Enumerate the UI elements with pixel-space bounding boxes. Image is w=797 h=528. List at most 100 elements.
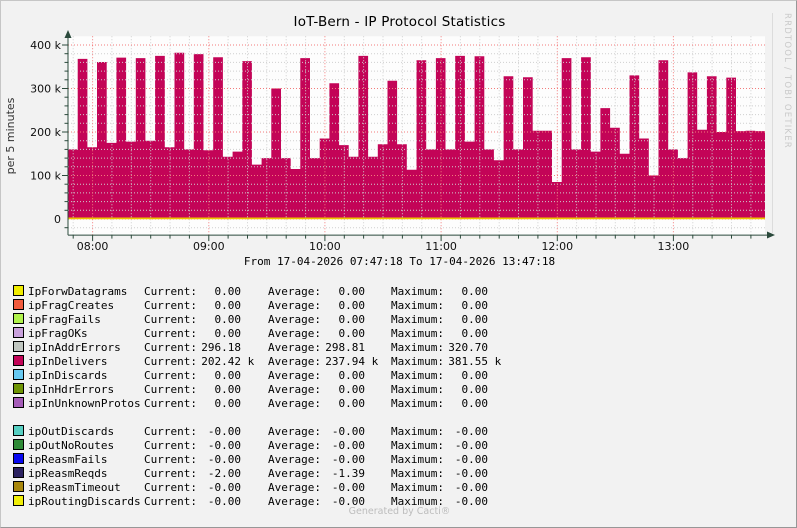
legend-stat-key: Maximum:	[390, 313, 444, 326]
legend-stat-key: Average:	[267, 285, 321, 298]
legend-stat-value: 0.00	[338, 383, 365, 396]
legend-group-gap	[13, 411, 488, 425]
legend-stat-value: 0.00	[461, 397, 488, 410]
legend-stat-value: 0.00	[461, 369, 488, 382]
legend-stat-value: -0.00	[331, 495, 365, 508]
legend-stat-value: 0.00	[338, 313, 365, 326]
legend-stat-value: 0.00	[338, 285, 365, 298]
legend-series-label: ipReasmReqds	[28, 467, 108, 480]
legend-stat-key: Maximum:	[390, 285, 444, 298]
legend-series-label: ipReasmTimeout	[28, 481, 121, 494]
legend-swatch	[13, 453, 24, 464]
legend-stat-value: 202.42 k	[201, 355, 255, 368]
x-axis-arrow	[767, 231, 775, 239]
legend-swatch	[13, 299, 24, 310]
legend-stat-value: -0.00	[331, 439, 365, 452]
legend-stat-value: -0.00	[207, 453, 241, 466]
chart-title: IoT-Bern - IP Protocol Statistics	[293, 14, 506, 30]
chart-right-edge-divider	[772, 13, 773, 233]
legend-swatch	[13, 285, 24, 296]
x-tick-label: 10:00	[309, 240, 341, 253]
legend-series-label: ipFragFails	[28, 313, 101, 326]
legend-stat-key: Current:	[144, 383, 197, 396]
legend-series-label: ipRoutingDiscards	[28, 495, 141, 508]
legend-swatch	[13, 425, 24, 436]
legend-stat-value: 0.00	[338, 327, 365, 340]
legend-stat-value: -0.00	[331, 453, 365, 466]
legend-series-label: ipReasmFails	[28, 453, 108, 466]
legend-stat-value: -0.00	[207, 481, 241, 494]
legend-stat-value: 0.00	[461, 285, 488, 298]
x-tick-label: 12:00	[541, 240, 573, 253]
legend-stat-key: Average:	[267, 341, 321, 354]
legend-stat-value: 0.00	[214, 313, 241, 326]
legend-stat-key: Average:	[267, 481, 321, 494]
legend-stat-value: 0.00	[461, 383, 488, 396]
legend-stat-key: Maximum:	[390, 327, 444, 340]
legend-stat-key: Current:	[144, 299, 197, 312]
legend-swatch	[13, 439, 24, 450]
legend-row: ipInUnknownProtos Current: 0.00 Average: 0.0…	[13, 397, 488, 411]
legend-stat-value: 298.81	[325, 341, 365, 354]
legend-stat-key: Maximum:	[390, 467, 444, 480]
legend-stat-key: Average:	[267, 425, 321, 438]
legend-series-label: ipInAddrErrors	[28, 341, 121, 354]
legend-stat-key: Maximum:	[390, 341, 444, 354]
series-ipInDelivers-area	[68, 52, 765, 219]
y-axis-arrow	[64, 30, 72, 38]
legend-row: ipOutDiscards Current: -0.00 Average: -0.00 M…	[13, 425, 488, 439]
y-tick-label: 200 k	[30, 126, 61, 139]
legend-stat-key: Average:	[267, 299, 321, 312]
legend-row: ipReasmFails Current: -0.00 Average: -0.00 Ma…	[13, 453, 488, 467]
chart-legend: IpForwDatagrams Current: 0.00 Average: 0.00 M…	[13, 285, 502, 509]
legend-stat-value: -0.00	[454, 481, 488, 494]
legend-row: ipInAddrErrors Current: 296.18 Average: 298.…	[13, 341, 488, 355]
legend-stat-key: Current:	[144, 495, 197, 508]
legend-stat-value: 0.00	[461, 299, 488, 312]
legend-row: ipInDelivers Current: 202.42 k Average: 237.…	[13, 355, 502, 369]
y-tick-label: 0	[54, 213, 61, 226]
legend-stat-key: Current:	[144, 369, 197, 382]
x-tick-label: 08:00	[77, 240, 109, 253]
legend-swatch	[13, 383, 24, 394]
legend-stat-key: Current:	[144, 453, 197, 466]
legend-series-label: ipOutDiscards	[28, 425, 115, 438]
legend-stat-key: Average:	[267, 439, 321, 452]
legend-series-label: ipOutNoRoutes	[28, 439, 115, 452]
legend-stat-value: -2.00	[207, 467, 241, 480]
legend-row: ipInHdrErrors Current: 0.00 Average: 0.00 Max…	[13, 383, 488, 397]
legend-stat-value: 381.55 k	[448, 355, 502, 368]
legend-stat-key: Average:	[267, 453, 321, 466]
time-period-label: From 17-04-2026 07:47:18 To 17-04-2026 1…	[243, 255, 556, 268]
legend-stat-key: Maximum:	[390, 355, 444, 368]
legend-stat-value: 0.00	[214, 327, 241, 340]
legend-stat-key: Maximum:	[390, 369, 444, 382]
legend-stat-value: 0.00	[214, 383, 241, 396]
legend-row: IpForwDatagrams Current: 0.00 Average: 0.00 M…	[13, 285, 488, 299]
legend-stat-value: -0.00	[454, 495, 488, 508]
legend-stat-key: Maximum:	[390, 383, 444, 396]
legend-stat-value: -0.00	[331, 425, 365, 438]
legend-stat-key: Maximum:	[390, 481, 444, 494]
legend-stat-key: Current:	[144, 355, 197, 368]
legend-stat-value: -0.00	[331, 481, 365, 494]
legend-stat-key: Current:	[144, 467, 197, 480]
legend-stat-key: Current:	[144, 425, 197, 438]
legend-series-label: ipInHdrErrors	[28, 383, 115, 396]
legend-stat-value: 0.00	[214, 397, 241, 410]
legend-stat-key: Maximum:	[390, 495, 444, 508]
legend-stat-key: Current:	[144, 313, 197, 326]
y-tick-label: 100 k	[30, 170, 61, 183]
legend-series-label: ipFragCreates	[28, 299, 115, 312]
legend-series-label: ipInDelivers	[28, 355, 108, 368]
legend-row: ipInDiscards Current: 0.00 Average: 0.00 Maxi…	[13, 369, 488, 383]
protocol-statistics-chart: 0 100 k 200 k 300 k 400 k 08:00 09:00 10:00 11:0…	[30, 30, 775, 253]
legend-swatch	[13, 313, 24, 324]
legend-stat-key: Maximum:	[390, 453, 444, 466]
legend-stat-key: Current:	[144, 397, 197, 410]
rrdtool-watermark: RRDTOOL / TOBI OETIKER	[782, 13, 792, 149]
legend-stat-key: Maximum:	[390, 397, 444, 410]
legend-stat-key: Average:	[267, 313, 321, 326]
legend-stat-value: 0.00	[461, 327, 488, 340]
legend-row: ipReasmTimeout Current: -0.00 Average: -0.00…	[13, 481, 488, 495]
